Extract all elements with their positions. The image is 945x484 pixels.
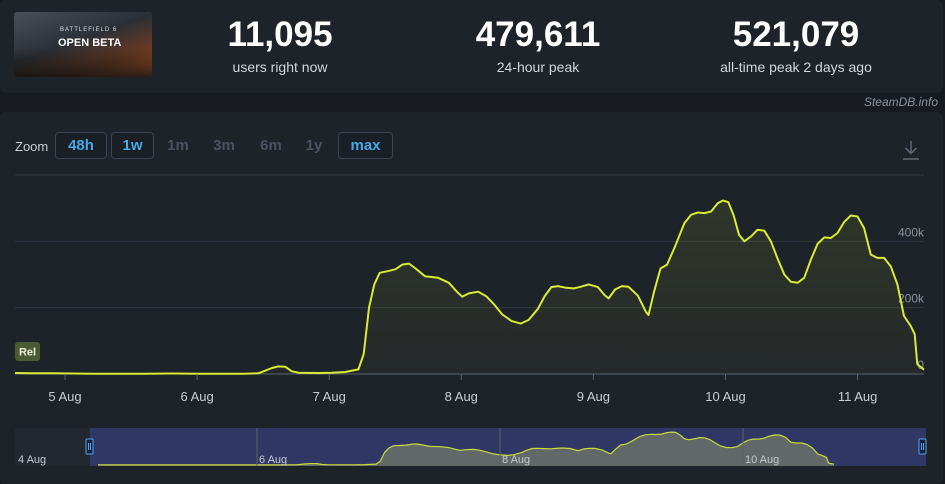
stat-24h-peak: 479,611 24-hour peak [428,15,648,76]
download-icon[interactable] [901,139,921,161]
series-line [14,199,925,375]
stat-label: all-time peak 2 days ago [720,59,872,75]
x-tick-label: 8 Aug [445,389,478,404]
stat-value: 479,611 [475,15,601,54]
zoom-48h-button[interactable]: 48h [55,132,107,159]
stat-value: 521,079 [732,15,860,54]
stat-all-time-peak: 521,079 all-time peak 2 days ago [686,15,906,76]
navigator-line [97,431,835,466]
stat-label: 24-hour peak [496,59,580,75]
zoom-label: Zoom [15,139,49,154]
chart-series [14,199,925,375]
x-axis: 5 Aug 6 Aug 7 Aug 8 Aug 9 Aug 10 Aug 11 Aug [48,374,877,404]
x-tick-label: 11 Aug [838,389,878,404]
navigator-handle-left [85,438,94,455]
marker-label: Rel [19,347,36,359]
zoom-1w-button[interactable]: 1w [111,132,154,159]
navigator-tick-label: 10 Aug [745,454,779,466]
y-tick-label: 0 [917,358,924,372]
x-tick-label: 5 Aug [48,389,81,404]
zoom-6m-button[interactable]: 6m [260,137,282,154]
marker-badge [15,342,40,361]
x-tick-label: 10 Aug [705,389,746,404]
source-credit[interactable]: SteamDB.info [863,95,938,109]
game-thumbnail[interactable]: BATTLEFIELD 6 OPEN BETA [14,12,152,77]
stats-card: BATTLEFIELD 6 OPEN BETA 11,095 users rig… [0,0,943,93]
stat-value: 11,095 [227,15,333,54]
y-tick-label: 400k [898,225,925,239]
stat-label: users right now [232,59,328,75]
y-tick-label: 200k [898,292,925,306]
y-axis: 0 200k 400k [898,225,925,372]
zoom-max-button[interactable]: max [338,132,393,159]
navigator-tick-label: 4 Aug [18,454,46,466]
x-tick-label: 6 Aug [180,389,213,404]
range-navigator[interactable]: 4 Aug 6 Aug 8 Aug 10 Aug [15,428,927,466]
thumbnail-title-large: OPEN BETA [58,37,122,49]
x-tick-label: 9 Aug [577,389,610,404]
release-marker[interactable]: Rel [15,342,40,361]
zoom-1y-button[interactable]: 1y [305,137,323,154]
navigator-tick-label: 8 Aug [502,454,530,466]
series-area [15,200,924,374]
stat-current-users: 11,095 users right now [170,15,390,76]
navigator-area [98,432,834,466]
thumbnail-title-small: BATTLEFIELD 6 [60,27,118,33]
navigator-tick-label: 6 Aug [259,454,287,466]
navigator-handle-right [918,438,927,455]
thumbnail-shade [14,47,152,77]
x-tick-label: 7 Aug [313,389,346,404]
zoom-1m-button[interactable]: 1m [167,137,189,154]
zoom-3m-button[interactable]: 3m [213,137,235,154]
